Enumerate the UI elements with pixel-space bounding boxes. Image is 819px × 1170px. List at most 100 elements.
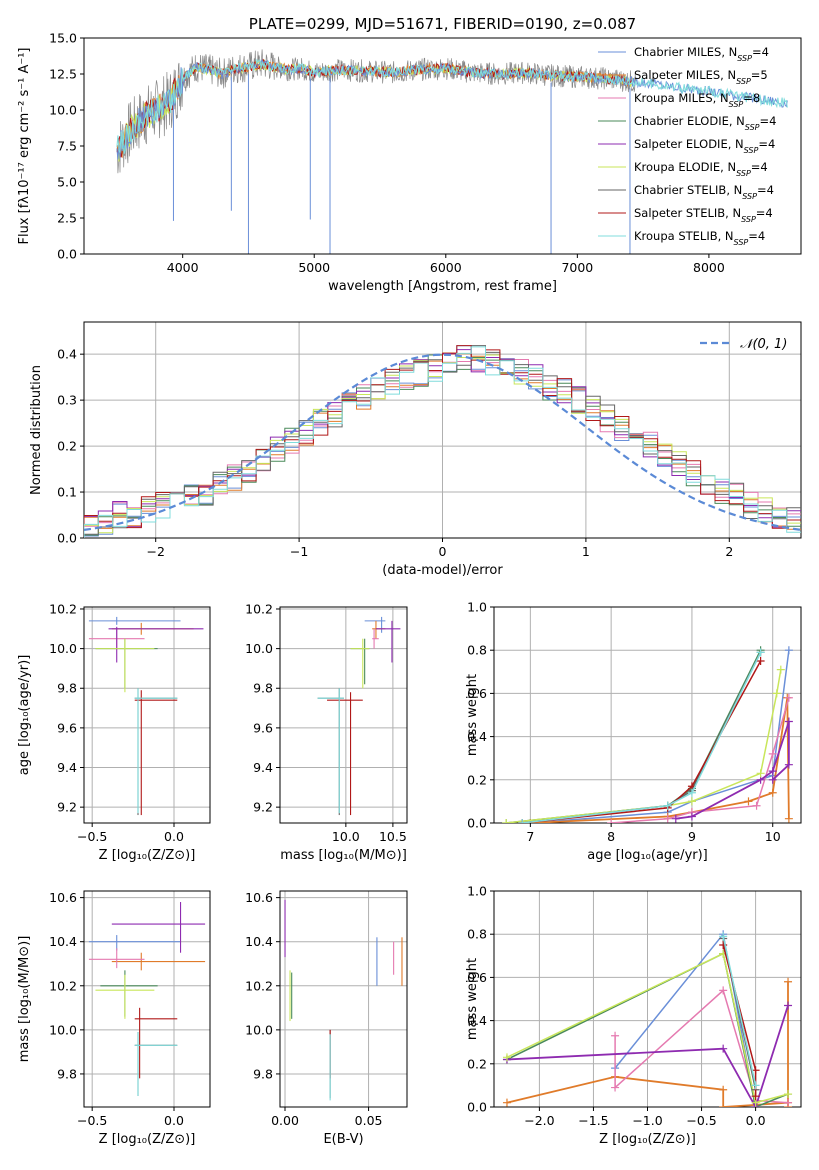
x-tick-label: −0.5 (77, 829, 107, 844)
errorbar-point (350, 638, 370, 685)
x-tick-label: 4000 (167, 260, 199, 275)
y-tick-label: 10.0 (49, 1022, 77, 1037)
y-tick-label: 10.0 (49, 641, 77, 656)
y-tick-label: 10.0 (49, 103, 77, 118)
residuals-panel: −2 −1 0 1 2 0.0 0.1 0.2 0.3 0.4 (data-model)/error… (29, 321, 802, 578)
x-tick-label: 0 (439, 544, 447, 559)
y-tick-label: 0.0 (467, 1100, 487, 1115)
weight-marker (719, 1103, 728, 1107)
legend-subscript: SSP (744, 146, 759, 155)
weight-marker (768, 767, 777, 776)
y-tick-label: 9.6 (253, 720, 273, 735)
legend-entry-name: Chabrier STELIB, N (634, 183, 742, 197)
weight-line (611, 697, 790, 823)
y-tick-label: 10.2 (49, 978, 77, 993)
errorbar-point (134, 1032, 178, 1096)
weight-line (506, 1005, 789, 1107)
plot-area (116, 49, 788, 254)
axes-frame (493, 606, 802, 824)
weight-marker (751, 1092, 760, 1101)
legend-entry: Salpeter MILES, NSSP=5 (634, 68, 768, 86)
y-tick-label: 10.4 (49, 934, 77, 949)
x-tick-label: −2.0 (524, 1113, 554, 1128)
y-tick-label: 0.0 (57, 247, 77, 262)
x-axis-label: Z [log₁₀(Z/Z⊙)] (99, 848, 196, 863)
legend-entry-name: Salpeter MILES, N (634, 68, 736, 82)
y-tick-label: 0.6 (467, 686, 487, 701)
weight-marker (784, 646, 793, 655)
y-tick-label: 9.8 (253, 681, 273, 696)
y-tick-label: 0.3 (57, 393, 77, 408)
y-tick-label: 9.2 (253, 800, 273, 815)
errorbar-point (88, 616, 181, 625)
legend-entry: Chabrier STELIB, NSSP=4 (634, 183, 774, 201)
plot-area (284, 899, 403, 1101)
mass-vs-metallicity-panel: −0.5 0.0 9.8 10.0 10.2 10.4 10.6 Z [log₁₀(Z/Z⊙)… (17, 890, 211, 1147)
x-axis-label: mass [log₁₀(M/M⊙)] (280, 848, 407, 863)
weight-marker (744, 797, 753, 806)
legend-subscript: SSP (742, 192, 757, 201)
legend-entry-value: =4 (751, 160, 768, 174)
y-tick-label: 9.4 (253, 760, 273, 775)
legend-entry: 𝒩(0, 1) (740, 337, 787, 352)
weight-marker (607, 819, 616, 823)
x-tick-label: −0.5 (686, 1113, 716, 1128)
weight-marker (611, 1031, 620, 1040)
chart-title: PLATE=0299, MJD=51671, FIBERID=0190, z=0… (249, 15, 636, 33)
errorbar-point (111, 952, 206, 971)
weight-marker (784, 1098, 793, 1107)
x-axis-label: E(B-V) (323, 1132, 363, 1147)
errorbar-point (364, 616, 386, 633)
x-tick-label: −2 (146, 544, 164, 559)
x-axis-label: age [log₁₀(age/yr)] (587, 848, 708, 863)
plot-area (317, 616, 401, 816)
y-tick-label: 10.0 (245, 1022, 273, 1037)
y-tick-label: 0.2 (57, 439, 77, 454)
x-tick-label: 6000 (430, 260, 462, 275)
plot-area (88, 902, 206, 1096)
legend-entry-value: =4 (756, 206, 773, 220)
weight-marker (719, 986, 728, 995)
errorbar-point (108, 626, 204, 663)
spectrum-panel: PLATE=0299, MJD=51671, FIBERID=0190, z=0… (17, 15, 802, 294)
model-spectrum-line (116, 58, 788, 154)
x-tick-label: 10 (765, 829, 781, 844)
axes-frame (493, 890, 802, 1108)
legend-entry-name: Kroupa STELIB, N (634, 229, 734, 243)
residual-histogram (84, 346, 801, 538)
legend-entry-value: =4 (752, 45, 769, 59)
legend-entry-value: =4 (760, 114, 777, 128)
errorbar-point (134, 1032, 178, 1096)
y-axis-label: mass [log₁₀(M/M⊙)] (17, 936, 32, 1063)
x-tick-label: 0.0 (746, 1113, 766, 1128)
errorbar-point (372, 628, 379, 649)
weight-marker (784, 760, 793, 769)
legend-entry: Kroupa STELIB, NSSP=4 (634, 229, 765, 247)
legend-subscript: SSP (736, 77, 751, 86)
age-vs-metallicity-panel: −0.5 0.0 9.2 9.4 9.6 9.8 10.0 10.2 Z [log₁₀(Z/Z⊙… (17, 601, 211, 863)
y-axis-label: mass weight (465, 674, 480, 756)
y-tick-label: 9.8 (57, 681, 77, 696)
weight-marker (687, 812, 696, 821)
legend-entry: Chabrier ELODIE, NSSP=4 (634, 114, 776, 132)
x-tick-label: 5000 (298, 260, 330, 275)
x-axis-label: wavelength [Angstrom, rest frame] (328, 279, 557, 294)
errorbar-point (317, 688, 344, 816)
x-axis-label: (data-model)/error (382, 563, 503, 578)
y-tick-label: 1.0 (467, 600, 487, 615)
normal-curve (84, 353, 801, 531)
weight-line (506, 952, 789, 1104)
weight-marker (751, 1081, 760, 1090)
axes-frame (279, 890, 408, 1108)
legend-entry: Salpeter ELODIE, NSSP=4 (634, 137, 775, 155)
y-tick-label: 0.1 (57, 485, 77, 500)
errorbar-point (327, 692, 363, 816)
errorbar-point (95, 638, 155, 693)
y-tick-label: 0.0 (467, 816, 487, 831)
weight-marker (719, 932, 728, 941)
weight-marker (756, 769, 765, 778)
y-tick-label: 10.6 (49, 890, 77, 905)
y-tick-label: 10.4 (245, 934, 273, 949)
y-tick-label: 15.0 (49, 31, 77, 46)
legend-entry: Kroupa ELODIE, NSSP=4 (634, 160, 768, 178)
